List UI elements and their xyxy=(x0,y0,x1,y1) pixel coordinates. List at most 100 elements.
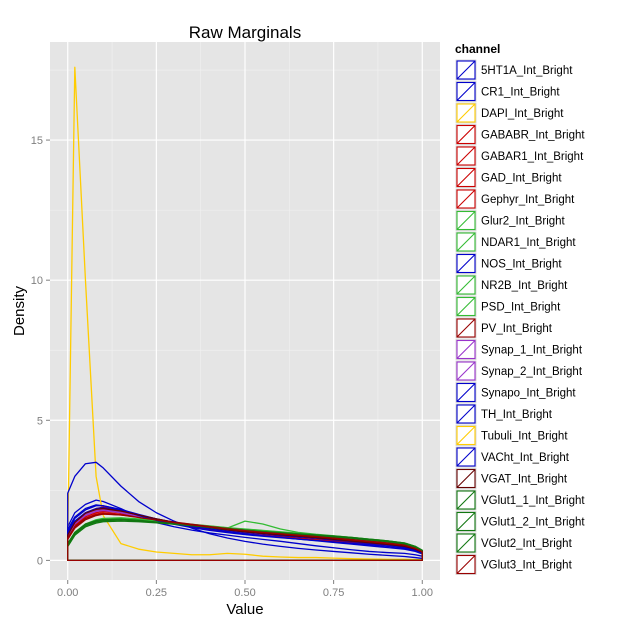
legend-key-line xyxy=(456,426,476,445)
legend-key-line xyxy=(456,146,476,166)
legend: 5HT1A_Int_Bright CR1_Int_Bright DAPI_Int_B… xyxy=(455,59,585,575)
legend-key-box xyxy=(456,490,476,510)
y-tick-label: 0 xyxy=(37,555,43,567)
legend-key-line xyxy=(456,361,476,381)
legend-label: Gephyr_Int_Bright xyxy=(481,194,575,206)
legend-key-box xyxy=(456,318,476,338)
legend-label: NR2B_Int_Bright xyxy=(481,280,568,292)
x-tick-label: 0.00 xyxy=(57,587,78,599)
legend-key-box xyxy=(456,468,476,489)
x-tick-label: 0.75 xyxy=(323,587,344,599)
legend-label: PSD_Int_Bright xyxy=(481,302,561,314)
legend-item: GABABR_Int_Bright xyxy=(455,124,585,145)
legend-label: VGlut1_2_Int_Bright xyxy=(481,517,585,529)
density-line-NOS_Int_Bright xyxy=(67,461,423,562)
legend-key-box xyxy=(456,210,476,231)
x-axis-label: Value xyxy=(226,601,263,618)
legend-key-line xyxy=(456,103,476,123)
legend-key-box xyxy=(456,296,476,317)
legend-label: CR1_Int_Bright xyxy=(481,87,560,99)
legend-key-line xyxy=(456,447,476,467)
legend-item: Synap_2_Int_Bright xyxy=(455,360,583,382)
legend-label: DAPI_Int_Bright xyxy=(481,108,564,120)
legend-key-box xyxy=(456,103,476,123)
legend-item: Tubuli_Int_Bright xyxy=(455,425,568,446)
x-tick-label: 0.50 xyxy=(234,587,255,599)
legend-key-box xyxy=(456,339,476,360)
legend-label: VGlut2_Int_Bright xyxy=(481,538,573,550)
legend-key-box xyxy=(456,189,476,209)
legend-label: Synapo_Int_Bright xyxy=(481,388,576,400)
y-axis-label: Density xyxy=(11,285,28,336)
density-line-DAPI_Int_Bright xyxy=(67,66,423,562)
legend-label: NOS_Int_Bright xyxy=(481,259,562,271)
legend-label: GAD_Int_Bright xyxy=(481,173,562,185)
legend-key-box xyxy=(456,60,476,80)
legend-key-line xyxy=(456,297,476,316)
legend-item: VGAT_Int_Bright xyxy=(455,468,568,489)
x-tick-label: 1.00 xyxy=(412,587,433,599)
legend-item: PV_Int_Bright xyxy=(455,317,553,339)
legend-label: NDAR1_Int_Bright xyxy=(481,237,576,249)
legend-item: Gephyr_Int_Bright xyxy=(455,188,575,210)
y-tick-label: 15 xyxy=(31,135,43,147)
legend-key-box xyxy=(456,511,476,532)
legend-item: VACht_Int_Bright xyxy=(455,446,570,468)
legend-item: Synapo_Int_Bright xyxy=(455,382,576,403)
legend-key-line xyxy=(456,211,476,230)
density-line-VACht_Int_Bright xyxy=(67,504,423,562)
legend-item: PSD_Int_Bright xyxy=(455,296,561,317)
legend-key-line xyxy=(456,383,476,402)
density-lines xyxy=(67,66,423,562)
legend-item: CR1_Int_Bright xyxy=(455,81,560,102)
legend-item: NDAR1_Int_Bright xyxy=(455,231,576,253)
y-axis-ticks: 0 5 10 15 xyxy=(31,135,50,567)
legend-key-line xyxy=(456,555,476,574)
legend-item: 5HT1A_Int_Bright xyxy=(455,59,573,81)
legend-key-box xyxy=(456,382,476,403)
legend-label: Glur2_Int_Bright xyxy=(481,216,566,228)
legend-key-line xyxy=(456,254,476,273)
legend-key-line xyxy=(456,125,476,144)
legend-item: GAD_Int_Bright xyxy=(455,167,562,188)
legend-key-line xyxy=(456,340,476,359)
legend-label: TH_Int_Bright xyxy=(481,409,553,421)
legend-label: GABABR_Int_Bright xyxy=(481,130,585,142)
legend-key-line xyxy=(456,490,476,510)
density-line-VGAT_Int_Bright xyxy=(67,507,423,562)
legend-label: PV_Int_Bright xyxy=(481,323,553,335)
legend-item: GABAR1_Int_Bright xyxy=(455,145,584,167)
legend-key-box xyxy=(456,167,476,188)
legend-key-box xyxy=(456,425,476,446)
chart-title: Raw Marginals xyxy=(189,23,301,42)
legend-key-line xyxy=(456,232,476,252)
legend-item: VGlut1_1_Int_Bright xyxy=(455,489,585,511)
legend-item: Synap_1_Int_Bright xyxy=(455,339,583,360)
legend-item: VGlut2_Int_Bright xyxy=(455,532,573,554)
legend-key-box xyxy=(456,253,476,274)
x-tick-label: 0.25 xyxy=(146,587,167,599)
legend-key-line xyxy=(456,168,476,187)
legend-key-line xyxy=(456,533,476,553)
legend-item: NR2B_Int_Bright xyxy=(455,274,568,296)
legend-key-box xyxy=(456,554,476,575)
y-tick-label: 10 xyxy=(31,275,43,287)
legend-label: VGAT_Int_Bright xyxy=(481,474,568,486)
y-tick-label: 5 xyxy=(37,415,43,427)
legend-label: Synap_2_Int_Bright xyxy=(481,366,583,378)
legend-item: VGlut3_Int_Bright xyxy=(455,554,573,575)
legend-key-box xyxy=(456,275,476,295)
legend-label: 5HT1A_Int_Bright xyxy=(481,65,573,77)
legend-label: Tubuli_Int_Bright xyxy=(481,431,568,443)
legend-key-box xyxy=(456,447,476,467)
legend-key-line xyxy=(456,60,476,80)
legend-key-line xyxy=(456,469,476,488)
legend-key-line xyxy=(456,275,476,295)
legend-key-line xyxy=(456,318,476,338)
density-line-VGlut3_Int_Bright xyxy=(67,513,423,562)
legend-key-box xyxy=(456,124,476,145)
x-axis-ticks: 0.00 0.25 0.50 0.75 1.00 xyxy=(57,580,433,599)
legend-key-box xyxy=(456,404,476,424)
legend-label: VACht_Int_Bright xyxy=(481,452,570,464)
